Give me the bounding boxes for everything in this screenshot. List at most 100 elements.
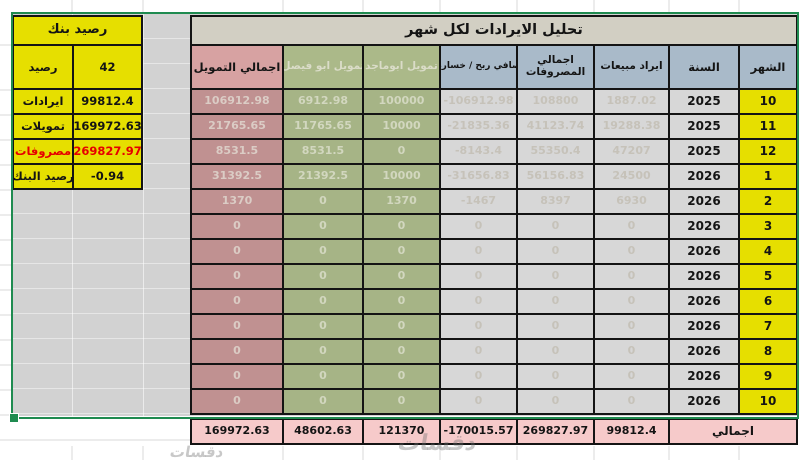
total-abu-faisal[interactable]: 48602.63 [284,420,362,443]
data-cell-funding-abu-faisal[interactable]: 0 [284,340,362,363]
data-cell-sales-revenue[interactable]: 47207 [595,140,668,163]
data-cell-funding-abu-faisal[interactable]: 0 [284,390,362,413]
total-net[interactable]: -170015.57 [441,420,516,443]
data-cell-total-expenses[interactable]: 0 [518,340,593,363]
col-header-month[interactable]: الشهر [740,46,796,88]
data-cell-year[interactable]: 2026 [670,365,738,388]
label-fundings[interactable]: تمويلات [14,115,72,138]
data-cell-net-profit-loss[interactable]: 0 [441,340,516,363]
data-cell-funding-abu-majed[interactable]: 10000 [364,165,439,188]
data-cell-net-profit-loss[interactable]: 0 [441,265,516,288]
data-cell-total-funding[interactable]: 0 [192,265,282,288]
label-expenses[interactable]: مصروفات [14,140,72,163]
data-cell-year[interactable]: 2026 [670,240,738,263]
data-cell-sales-revenue[interactable]: 19288.38 [595,115,668,138]
data-cell-total-funding[interactable]: 0 [192,240,282,263]
col-header-net-profit-loss[interactable]: صافي ربح / خسارة [441,46,516,88]
total-funding-sum[interactable]: 169972.63 [192,420,282,443]
data-cell-total-expenses[interactable]: 0 [518,290,593,313]
data-cell-month[interactable]: 1 [740,165,796,188]
data-cell-total-funding[interactable]: 21765.65 [192,115,282,138]
data-cell-net-profit-loss[interactable]: 0 [441,365,516,388]
data-cell-total-funding[interactable]: 0 [192,290,282,313]
data-cell-year[interactable]: 2025 [670,140,738,163]
data-cell-net-profit-loss[interactable]: 0 [441,215,516,238]
selection-fill-handle[interactable] [9,413,19,423]
data-cell-year[interactable]: 2026 [670,390,738,413]
total-sales[interactable]: 99812.4 [595,420,668,443]
data-cell-month[interactable]: 8 [740,340,796,363]
data-cell-funding-abu-faisal[interactable]: 0 [284,240,362,263]
data-cell-total-expenses[interactable]: 108800 [518,90,593,113]
data-cell-sales-revenue[interactable]: 0 [595,315,668,338]
data-cell-month[interactable]: 9 [740,365,796,388]
value-fundings[interactable]: 169972.63 [74,115,141,138]
data-cell-total-expenses[interactable]: 55350.4 [518,140,593,163]
data-cell-net-profit-loss[interactable]: -106912.98 [441,90,516,113]
data-cell-total-funding[interactable]: 8531.5 [192,140,282,163]
data-cell-funding-abu-faisal[interactable]: 0 [284,265,362,288]
data-cell-month[interactable]: 6 [740,290,796,313]
data-cell-total-expenses[interactable]: 0 [518,240,593,263]
data-cell-total-expenses[interactable]: 0 [518,365,593,388]
value-balance[interactable]: 42 [74,46,141,88]
data-cell-funding-abu-faisal[interactable]: 0 [284,315,362,338]
data-cell-sales-revenue[interactable]: 0 [595,290,668,313]
data-cell-total-expenses[interactable]: 0 [518,265,593,288]
panel-title-cell[interactable]: رصيد بنك [14,17,141,44]
table-title[interactable]: تحليل الايرادات لكل شهر [192,17,796,44]
col-header-total-funding[interactable]: اجمالي التمويل [192,46,282,88]
value-revenues[interactable]: 99812.4 [74,90,141,113]
data-cell-net-profit-loss[interactable]: -8143.4 [441,140,516,163]
data-cell-sales-revenue[interactable]: 0 [595,240,668,263]
col-header-funding-abu-majed[interactable]: تمويل ابوماجد [364,46,439,88]
data-cell-funding-abu-majed[interactable]: 0 [364,340,439,363]
data-cell-month[interactable]: 7 [740,315,796,338]
data-cell-month[interactable]: 12 [740,140,796,163]
data-cell-funding-abu-faisal[interactable]: 0 [284,190,362,213]
data-cell-net-profit-loss[interactable]: 0 [441,390,516,413]
data-cell-funding-abu-majed[interactable]: 0 [364,215,439,238]
col-header-year[interactable]: السنة [670,46,738,88]
data-cell-total-expenses[interactable]: 0 [518,215,593,238]
data-cell-net-profit-loss[interactable]: 0 [441,315,516,338]
total-expenses-sum[interactable]: 269827.97 [518,420,593,443]
data-cell-year[interactable]: 2025 [670,90,738,113]
col-header-funding-abu-faisal[interactable]: تمويل ابو فيصل [284,46,362,88]
data-cell-total-funding[interactable]: 0 [192,390,282,413]
data-cell-net-profit-loss[interactable]: -21835.36 [441,115,516,138]
data-cell-funding-abu-faisal[interactable]: 0 [284,365,362,388]
data-cell-month[interactable]: 3 [740,215,796,238]
data-cell-total-expenses[interactable]: 0 [518,390,593,413]
data-cell-total-expenses[interactable]: 8397 [518,190,593,213]
value-expenses[interactable]: 269827.97 [74,140,141,163]
data-cell-total-funding[interactable]: 1370 [192,190,282,213]
data-cell-month[interactable]: 4 [740,240,796,263]
data-cell-total-funding[interactable]: 0 [192,340,282,363]
data-cell-total-expenses[interactable]: 41123.74 [518,115,593,138]
data-cell-funding-abu-majed[interactable]: 0 [364,315,439,338]
data-cell-total-expenses[interactable]: 56156.83 [518,165,593,188]
label-balance[interactable]: رصيد [14,46,72,88]
data-cell-sales-revenue[interactable]: 24500 [595,165,668,188]
data-cell-funding-abu-majed[interactable]: 0 [364,290,439,313]
data-cell-sales-revenue[interactable]: 0 [595,215,668,238]
data-cell-sales-revenue[interactable]: 0 [595,265,668,288]
data-cell-total-funding[interactable]: 31392.5 [192,165,282,188]
data-cell-total-funding[interactable]: 0 [192,365,282,388]
data-cell-total-funding[interactable]: 0 [192,315,282,338]
data-cell-funding-abu-majed[interactable]: 1370 [364,190,439,213]
data-cell-funding-abu-majed[interactable]: 100000 [364,90,439,113]
totals-label[interactable]: اجمالي [670,420,796,443]
data-cell-funding-abu-majed[interactable]: 0 [364,240,439,263]
data-cell-year[interactable]: 2025 [670,115,738,138]
data-cell-sales-revenue[interactable]: 0 [595,365,668,388]
data-cell-year[interactable]: 2026 [670,190,738,213]
data-cell-month[interactable]: 10 [740,390,796,413]
data-cell-funding-abu-faisal[interactable]: 0 [284,215,362,238]
data-cell-funding-abu-majed[interactable]: 0 [364,140,439,163]
data-cell-net-profit-loss[interactable]: -1467 [441,190,516,213]
data-cell-year[interactable]: 2026 [670,340,738,363]
data-cell-sales-revenue[interactable]: 0 [595,390,668,413]
data-cell-funding-abu-majed[interactable]: 10000 [364,115,439,138]
